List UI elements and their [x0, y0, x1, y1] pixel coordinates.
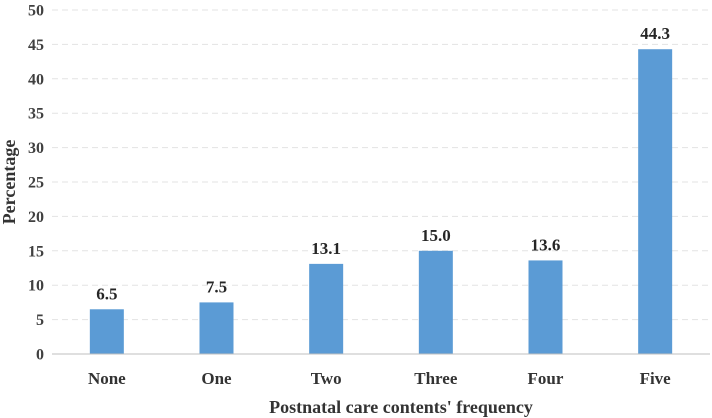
y-tick-label: 50	[28, 3, 44, 20]
bar	[89, 309, 124, 354]
data-label: 44.3	[640, 24, 670, 43]
data-label: 13.6	[531, 235, 561, 254]
y-tick-label: 10	[28, 278, 44, 295]
data-labels: 6.5 7.5 13.1 15.0 13.6 44.3	[96, 24, 670, 303]
category-labels: None One Two Three Four Five	[88, 369, 671, 388]
y-axis-title: Percentage	[0, 140, 19, 225]
gridlines	[52, 9, 710, 321]
category-label: Three	[414, 369, 458, 388]
x-axis-title: Postnatal care contents' frequency	[269, 397, 533, 417]
bar	[528, 260, 563, 354]
y-tick-label: 35	[28, 106, 44, 123]
y-tick-label: 0	[36, 347, 44, 364]
data-label: 13.1	[311, 239, 341, 258]
category-label: Five	[640, 369, 672, 388]
data-label: 7.5	[206, 277, 227, 296]
bar	[199, 302, 234, 354]
y-tick-label: 5	[36, 312, 44, 329]
category-label: One	[201, 369, 232, 388]
y-tick-label: 30	[28, 140, 44, 157]
bar	[418, 250, 453, 354]
y-tick-label: 20	[28, 209, 44, 226]
bars	[89, 49, 673, 354]
category-label: None	[88, 369, 126, 388]
category-label: Two	[311, 369, 342, 388]
y-tick-labels: 0 5 10 15 20 25 30 35 40 45 50	[28, 3, 44, 364]
y-tick-label: 15	[28, 243, 44, 260]
data-label: 6.5	[96, 284, 117, 303]
data-label: 15.0	[421, 226, 451, 245]
y-tick-label: 40	[28, 71, 44, 88]
y-tick-label: 45	[28, 37, 44, 54]
bar	[638, 49, 673, 354]
bar	[309, 263, 344, 354]
category-label: Four	[528, 369, 564, 388]
y-tick-label: 25	[28, 175, 44, 192]
